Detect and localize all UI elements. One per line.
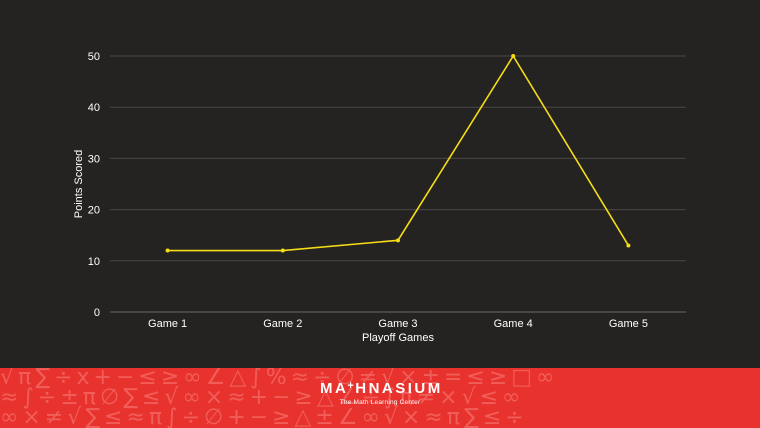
x-tick-label: Game 3 (378, 318, 417, 330)
y-tick-label: 0 (94, 307, 100, 319)
gridlines (110, 55, 686, 262)
data-point (511, 54, 516, 58)
logo-plus-icon: + (347, 380, 357, 392)
x-tick-label: Game 4 (494, 318, 533, 330)
footer-band: √π∑÷x+−≤≥∞∠△∫%≈÷∅≠√×±=≤≥□∞ ≈∫÷±π∅∑≤√∞×≈+… (0, 368, 760, 428)
x-tick-label: Game 5 (609, 318, 648, 330)
y-tick-label: 30 (88, 153, 100, 165)
series-line (167, 54, 630, 252)
labels: 0 10 20 30 40 50 Game 1 Game 2 Game 3 Game 4 Game … (73, 51, 648, 344)
data-point (396, 238, 400, 243)
mathnasium-logo: MA+HNASIUM The Math Learning Center (320, 380, 440, 416)
logo-tagline: The Math Learning Center (339, 399, 421, 406)
logo-wordmark: MA+HNASIUM (320, 380, 443, 397)
y-axis-title: Points Scored (73, 150, 85, 218)
data-point (280, 248, 285, 253)
chart-canvas: 0 10 20 30 40 50 Game 1 Game 2 Game 3 Game 4 Game … (73, 51, 686, 344)
line-chart: 0 10 20 30 40 50 Game 1 Game 2 Game 3 Game 4 Game … (73, 51, 686, 344)
y-tick-label: 10 (88, 256, 100, 268)
x-tick-label: Game 1 (148, 318, 187, 330)
y-tick-label: 20 (88, 205, 100, 217)
y-tick-label: 50 (88, 51, 100, 63)
series-layer (165, 54, 631, 253)
math-symbols-pattern: √π∑÷x+−≤≥∞∠△∫%≈÷∅≠√×±=≤≥□∞ ≈∫÷±π∅∑≤√∞×≈+… (0, 368, 559, 428)
x-axis-title: Playoff Games (362, 332, 434, 344)
x-tick-label: Game 2 (263, 318, 302, 330)
data-point (165, 248, 170, 253)
y-tick-label: 40 (88, 102, 100, 114)
data-point (626, 243, 631, 248)
